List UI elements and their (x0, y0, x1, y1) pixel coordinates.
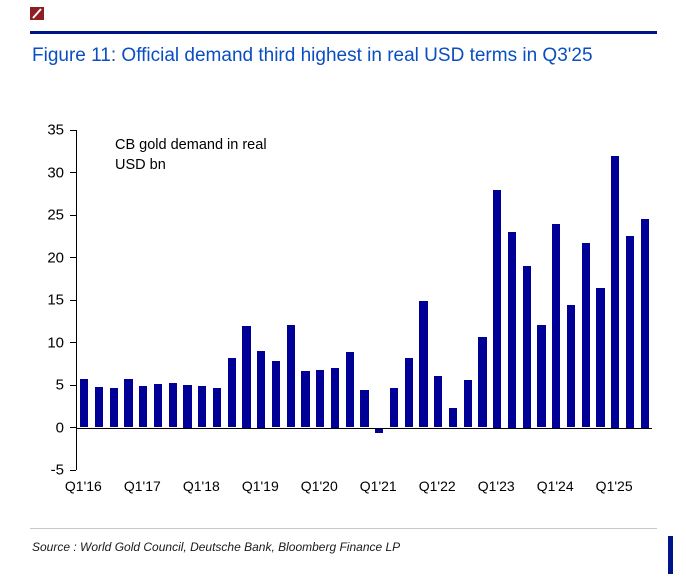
y-tick-mark (70, 427, 76, 428)
bar-Q1'18 (198, 385, 207, 428)
y-tick-mark (70, 469, 76, 471)
y-tick-label: 10 (47, 334, 64, 351)
bar-Q4'23 (537, 324, 546, 428)
bar-Q4'24 (596, 288, 605, 428)
bar-Q1'22 (434, 375, 443, 428)
bar-Q2'24 (566, 305, 576, 428)
x-tick-label: Q1'19 (241, 478, 279, 494)
bar-Q3'22 (463, 379, 472, 428)
bar-Q3'23 (522, 266, 531, 428)
bar-Q4'16 (124, 379, 133, 428)
corner-accent-bar (668, 536, 673, 574)
bar-Q1'24 (552, 223, 561, 428)
y-tick-mark (70, 342, 76, 343)
title-top-rule (30, 31, 657, 34)
bar-Q1'20 (316, 369, 325, 428)
x-tick-label: Q1'17 (123, 478, 161, 494)
x-tick-label: Q1'18 (182, 478, 220, 494)
chart-annotation: CB gold demand in real USD bn (115, 137, 267, 173)
x-tick-label: Q1'23 (477, 478, 515, 494)
source-note: Source : World Gold Council, Deutsche Ba… (32, 540, 401, 554)
y-tick-mark (70, 214, 76, 216)
bar-Q3'17 (168, 383, 177, 428)
y-tick-label: -5 (50, 461, 64, 479)
bar-Q2'20 (330, 368, 340, 428)
y-tick-label: 35 (47, 121, 64, 139)
y-tick-label: 25 (47, 206, 64, 224)
figure-title: Figure 11: Official demand third highest… (32, 45, 593, 66)
x-tick-label: Q1'22 (418, 478, 456, 494)
x-tick-label: Q1'24 (536, 478, 574, 494)
x-tick-label: Q1'16 (64, 478, 102, 494)
bar-Q1'21 (375, 427, 384, 434)
y-tick-label: 5 (55, 376, 64, 394)
bar-Q4'19 (301, 370, 310, 428)
y-tick-mark (70, 172, 76, 173)
y-tick-mark (70, 129, 76, 131)
bar-Q2'16 (94, 386, 104, 428)
zero-baseline (77, 427, 652, 429)
bar-Q2'17 (153, 384, 163, 428)
bar-Q2'25 (625, 236, 634, 428)
bar-Q3'19 (286, 324, 295, 428)
bar-Q4'18 (242, 325, 251, 428)
bar-Q1'23 (493, 189, 502, 428)
bar-Q1'17 (139, 385, 148, 428)
x-tick-label: Q1'20 (300, 478, 338, 494)
bar-Q3'18 (227, 357, 236, 428)
bar-Q3'25 (640, 219, 649, 428)
plot-area: CB gold demand in real USD bn (76, 130, 652, 470)
bar-Q4'22 (478, 337, 487, 428)
bar-Q4'21 (419, 300, 428, 428)
y-tick-label: 15 (47, 291, 64, 309)
bar-Q4'20 (360, 390, 369, 428)
x-tick-label: Q1'25 (595, 478, 633, 494)
bar-Q2'21 (389, 388, 399, 428)
bar-Q1'19 (257, 351, 266, 428)
bar-chart: -5 0 5 10 15 20 25 30 35 CB gold demand in real … (26, 122, 656, 508)
y-tick-mark (70, 384, 76, 386)
source-divider (30, 528, 657, 529)
bar-Q2'18 (212, 387, 222, 428)
y-tick-mark (70, 257, 76, 258)
bar-Q2'23 (507, 232, 517, 428)
y-axis: -5 0 5 10 15 20 25 30 35 (26, 122, 76, 479)
bar-Q3'24 (581, 243, 590, 428)
x-axis: Q1'16 Q1'17 Q1'18 Q1'19 Q1'20 Q1'21 Q1'22 Q1'23… (65, 478, 651, 500)
bar-Q1'25 (611, 155, 620, 428)
bar-Q3'16 (109, 387, 118, 428)
db-slash-icon (30, 7, 44, 20)
y-tick-label: 0 (55, 419, 64, 436)
bar-Q2'19 (271, 361, 281, 428)
bar-Q4'17 (183, 385, 192, 428)
bar-Q3'21 (404, 357, 413, 428)
y-tick-mark (70, 299, 76, 301)
bar-Q2'22 (448, 407, 458, 428)
y-tick-label: 30 (47, 164, 64, 181)
y-tick-label: 20 (47, 249, 64, 266)
db-logo-mark (30, 7, 44, 20)
x-tick-label: Q1'21 (359, 478, 397, 494)
bar-Q1'16 (80, 379, 89, 428)
bar-Q3'20 (345, 351, 354, 428)
